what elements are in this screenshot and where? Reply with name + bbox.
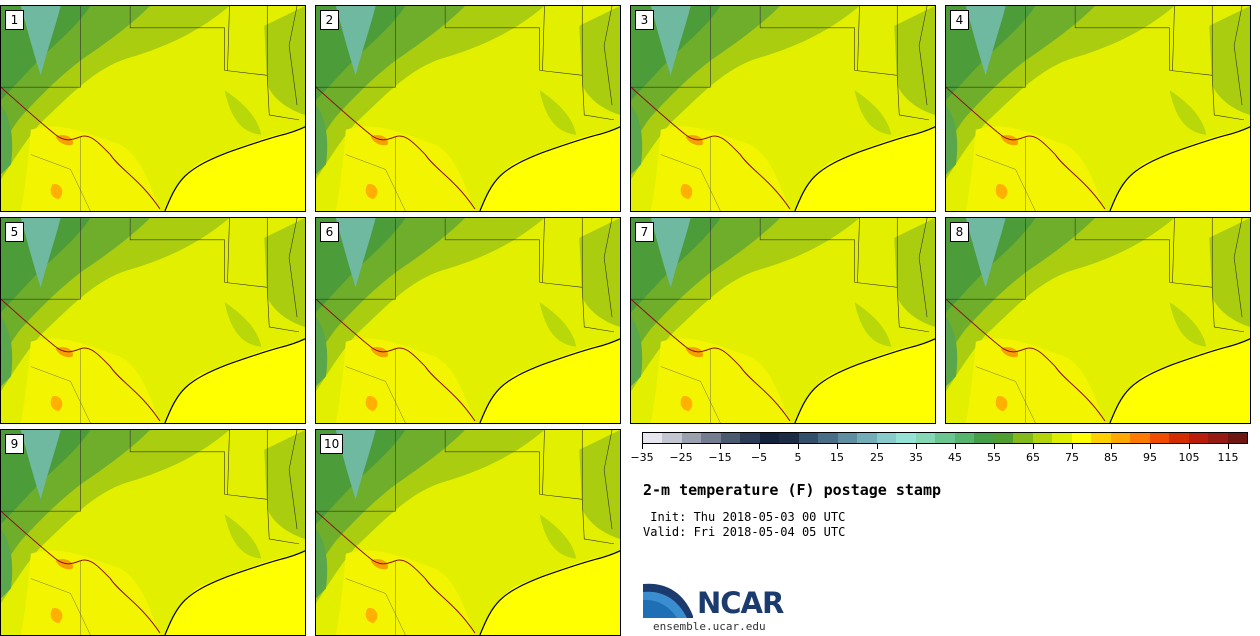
- colorbar-tick-label: 105: [1178, 451, 1200, 464]
- colorbar-tick: [877, 444, 878, 449]
- panel-number: 5: [5, 222, 24, 242]
- colorbar-swatch: [681, 433, 702, 443]
- valid-time: Valid: Fri 2018-05-04 05 UTC: [643, 525, 846, 539]
- colorbar-swatch: [1110, 433, 1131, 443]
- colorbar-tick-label: −35: [630, 451, 654, 464]
- colorbar-tick-label: 85: [1104, 451, 1118, 464]
- colorbar-swatch: [1227, 433, 1248, 443]
- colorbar-swatch: [837, 433, 858, 443]
- colorbar-swatch: [974, 433, 994, 443]
- colorbar-tick-label: 45: [948, 451, 962, 464]
- colorbar-swatch: [993, 433, 1014, 443]
- colorbar-swatch: [1169, 433, 1189, 443]
- map-panel-3: 3: [630, 5, 936, 212]
- temperature-colorbar: [642, 432, 1248, 444]
- colorbar-swatch: [896, 433, 916, 443]
- ncar-url: ensemble.ucar.edu: [653, 620, 766, 633]
- colorbar-tick: [681, 444, 682, 449]
- colorbar-tick: [955, 444, 956, 449]
- panel-number: 1: [5, 10, 24, 30]
- colorbar-swatch: [1032, 433, 1053, 443]
- panel-number: 9: [5, 434, 24, 454]
- colorbar-swatch: [1071, 433, 1092, 443]
- chart-title: 2-m temperature (F) postage stamp: [643, 481, 942, 499]
- colorbar-tick: [1072, 444, 1073, 449]
- colorbar-tick-label: 25: [870, 451, 884, 464]
- colorbar-swatch: [818, 433, 838, 443]
- colorbar-tick-label: 15: [830, 451, 844, 464]
- colorbar-swatch: [662, 433, 682, 443]
- colorbar-swatch: [1149, 433, 1170, 443]
- panel-number: 7: [635, 222, 654, 242]
- colorbar-tick: [1228, 444, 1229, 449]
- panel-number: 6: [320, 222, 339, 242]
- colorbar-tick: [1150, 444, 1151, 449]
- colorbar-swatch: [701, 433, 721, 443]
- ncar-logo-icon: [643, 583, 693, 618]
- panel-number: 2: [320, 10, 339, 30]
- panel-number: 3: [635, 10, 654, 30]
- colorbar-tick-label: 55: [987, 451, 1001, 464]
- ncar-logo-text: NCAR: [697, 586, 784, 620]
- colorbar-tick: [1189, 444, 1190, 449]
- colorbar-swatch: [759, 433, 780, 443]
- colorbar-tick-label: 65: [1026, 451, 1040, 464]
- colorbar-swatch: [1013, 433, 1033, 443]
- map-panel-7: 7: [630, 217, 936, 424]
- colorbar-swatch: [915, 433, 936, 443]
- colorbar-tick: [916, 444, 917, 449]
- panel-number: 10: [320, 434, 344, 454]
- colorbar-swatch: [1188, 433, 1209, 443]
- init-time: Init: Thu 2018-05-03 00 UTC: [643, 510, 846, 524]
- colorbar-tick-label: 115: [1217, 451, 1239, 464]
- colorbar-swatch: [720, 433, 741, 443]
- colorbar-tick: [837, 444, 838, 449]
- colorbar-tick-label: −25: [669, 451, 693, 464]
- colorbar-tick-label: −15: [708, 451, 732, 464]
- panel-number: 4: [950, 10, 969, 30]
- colorbar-swatch: [876, 433, 897, 443]
- colorbar-swatch: [1130, 433, 1150, 443]
- colorbar-tick-label: 95: [1143, 451, 1157, 464]
- colorbar-swatch: [740, 433, 760, 443]
- colorbar-swatch: [779, 433, 799, 443]
- map-panel-2: 2: [315, 5, 621, 212]
- colorbar-tick-label: 5: [794, 451, 802, 464]
- map-panel-1: 1: [0, 5, 306, 212]
- colorbar-swatch: [1052, 433, 1072, 443]
- colorbar-swatch: [1208, 433, 1228, 443]
- colorbar-tick: [994, 444, 995, 449]
- colorbar-swatch: [1091, 433, 1111, 443]
- map-panel-6: 6: [315, 217, 621, 424]
- panel-number: 8: [950, 222, 969, 242]
- colorbar-swatch: [857, 433, 877, 443]
- map-panel-9: 9: [0, 429, 306, 636]
- map-panel-10: 10: [315, 429, 621, 636]
- colorbar-tick: [720, 444, 721, 449]
- colorbar-tick: [798, 444, 799, 449]
- colorbar-swatch: [935, 433, 955, 443]
- colorbar-tick-label: 75: [1065, 451, 1079, 464]
- colorbar-tick: [759, 444, 760, 449]
- map-panel-4: 4: [945, 5, 1251, 212]
- map-panel-5: 5: [0, 217, 306, 424]
- colorbar-swatch: [643, 433, 663, 443]
- colorbar-tick: [1033, 444, 1034, 449]
- colorbar-tick-label: −5: [750, 451, 768, 464]
- map-panel-8: 8: [945, 217, 1251, 424]
- colorbar-swatch: [798, 433, 819, 443]
- colorbar-swatch: [954, 433, 975, 443]
- colorbar-tick: [642, 444, 643, 449]
- colorbar-tick-label: 35: [909, 451, 923, 464]
- colorbar-tick: [1111, 444, 1112, 449]
